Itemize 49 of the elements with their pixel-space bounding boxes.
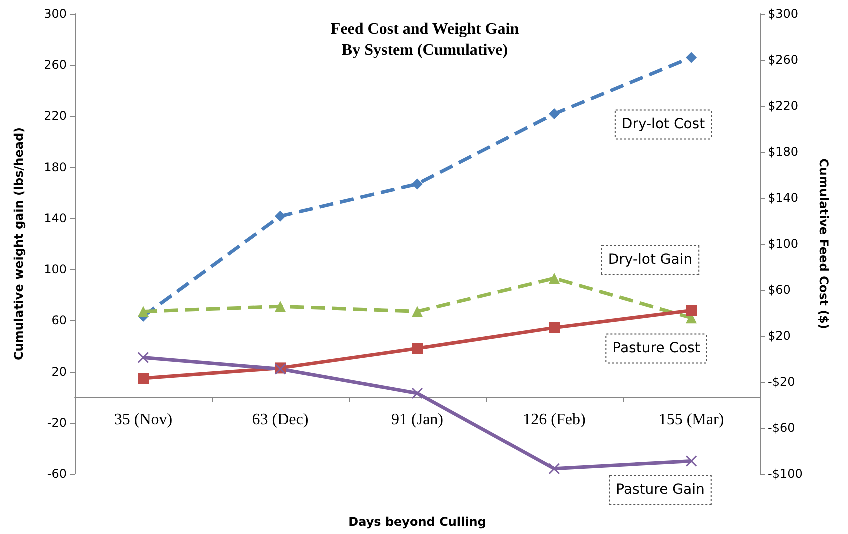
point <box>412 178 423 190</box>
x-axis-title: Days beyond Culling <box>348 515 486 529</box>
x-tick-label: 155 (Mar) <box>658 412 724 428</box>
y2-tick-label: $300 <box>768 7 799 21</box>
y-tick-label: 180 <box>44 160 67 174</box>
y2-tick-label: $20 <box>768 329 791 343</box>
y-tick-label: -20 <box>47 416 67 430</box>
series-label: Pasture Cost <box>612 340 701 357</box>
point <box>548 463 560 475</box>
point <box>549 108 560 120</box>
point <box>275 210 286 222</box>
y2-tick-label: $180 <box>768 145 799 159</box>
x-tick-label: 63 (Dec) <box>252 412 309 428</box>
point <box>686 455 698 467</box>
y2-tick-label: -$20 <box>768 375 796 389</box>
text: Dry-lot Cost <box>622 116 706 133</box>
x-tick-label: 91 (Jan) <box>392 412 444 428</box>
y-tick-label: 220 <box>44 109 67 124</box>
y-tick-label: 60 <box>52 314 67 328</box>
point <box>138 352 150 364</box>
y-tick-label: 140 <box>44 211 67 226</box>
point <box>275 301 286 312</box>
point <box>412 343 423 354</box>
y2-tick-label: $60 <box>768 283 791 297</box>
y-tick-label: 260 <box>44 58 67 72</box>
y2-axis-title: Cumulative Feed Cost ($) <box>817 158 831 330</box>
y-tick-label: -60 <box>47 467 67 481</box>
y2-tick-label: $220 <box>768 99 799 113</box>
y2-tick-label: $140 <box>768 191 799 205</box>
y2-tick-label: -$100 <box>768 467 803 481</box>
y2-tick-label: $260 <box>768 53 799 67</box>
y-tick-label: 100 <box>44 262 67 277</box>
y-tick-label: 20 <box>52 364 67 379</box>
point <box>138 373 149 384</box>
point <box>686 305 697 316</box>
y-axis-title: Cumulative weight gain (lbs/head) <box>12 127 26 361</box>
point <box>412 306 423 318</box>
point <box>549 273 560 284</box>
x-tick-label: 35 (Nov) <box>114 412 173 428</box>
point <box>549 322 560 334</box>
text: Feed Cost and Weight Gain By System (Cumulative) <box>330 21 520 59</box>
x-tick-label: 126 (Feb) <box>523 412 586 428</box>
point <box>138 306 149 318</box>
y2-tick-label: -$60 <box>768 421 796 435</box>
point <box>686 52 697 64</box>
series-label: Pasture Gain <box>616 482 705 498</box>
y-tick-label: 300 <box>44 7 67 21</box>
y2-tick-label: $100 <box>768 237 799 251</box>
series-label: Dry-lot Gain <box>608 252 693 268</box>
